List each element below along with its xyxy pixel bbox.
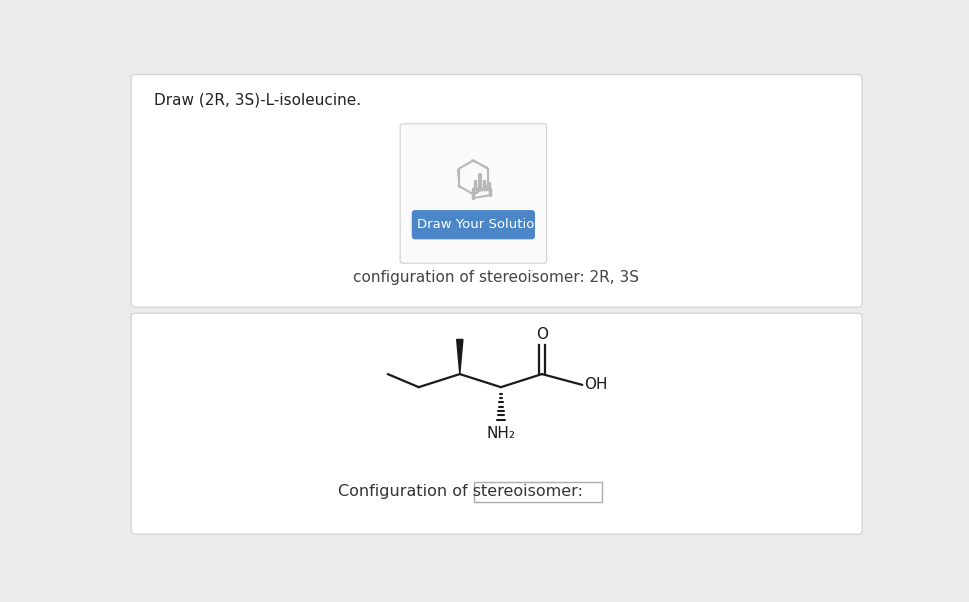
FancyBboxPatch shape: [131, 75, 862, 307]
Text: configuration of stereoisomer: 2R, 3S: configuration of stereoisomer: 2R, 3S: [354, 270, 640, 285]
FancyBboxPatch shape: [412, 210, 535, 240]
Text: O: O: [536, 327, 547, 342]
FancyBboxPatch shape: [131, 313, 862, 534]
FancyBboxPatch shape: [400, 124, 547, 263]
Text: Configuration of stereoisomer:: Configuration of stereoisomer:: [338, 485, 583, 500]
Text: NH₂: NH₂: [486, 426, 516, 441]
Text: ∕  Draw Your Solution: ∕ Draw Your Solution: [404, 218, 543, 231]
Text: OH: OH: [584, 377, 609, 393]
FancyBboxPatch shape: [474, 482, 602, 502]
Polygon shape: [456, 340, 463, 374]
Text: Draw (2R, 3S)-L-isoleucine.: Draw (2R, 3S)-L-isoleucine.: [154, 92, 360, 107]
